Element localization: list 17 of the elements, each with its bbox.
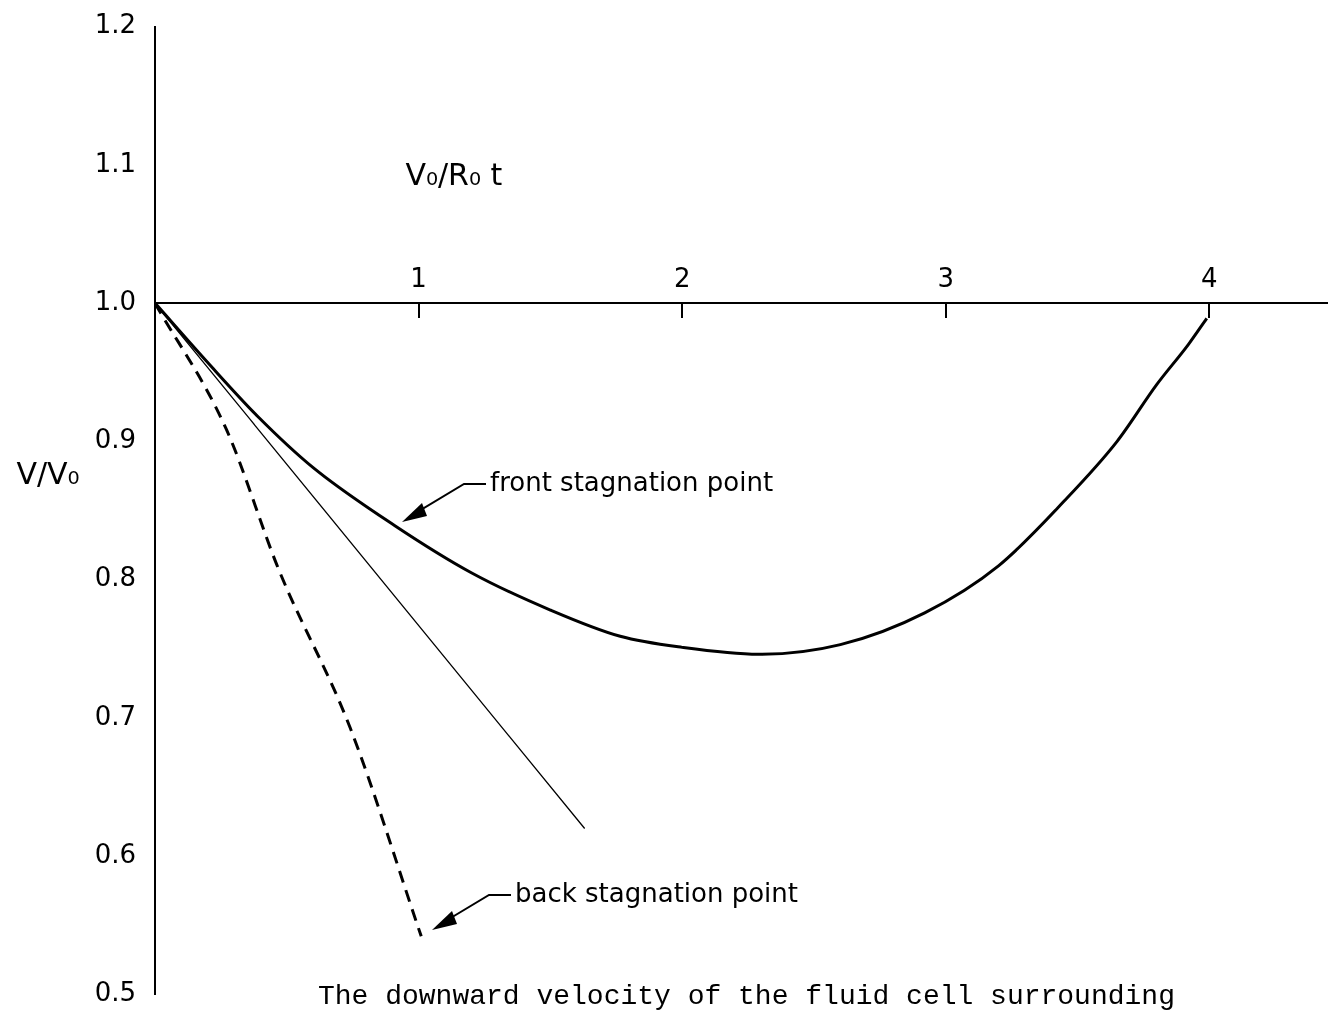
y-tick-label: 1.0 <box>94 285 136 316</box>
y-tick-label: 0.5 <box>94 977 136 1008</box>
y-tick-label: 0.9 <box>94 424 136 455</box>
y-tick-label: 0.8 <box>94 562 136 593</box>
x-axis-title: V₀/R₀ t <box>405 157 503 193</box>
y-tick-label: 0.6 <box>94 838 136 869</box>
y-tick-label: 1.1 <box>94 147 136 178</box>
x-tick-label: 3 <box>937 263 955 294</box>
annotation: The downward velocity of the fluid cell surrounding <box>318 981 1175 1013</box>
annotation: back stagnation point <box>515 877 799 908</box>
x-tick-label: 4 <box>1201 263 1218 294</box>
y-tick-label: 1.2 <box>94 9 136 40</box>
y-axis-title: V/V₀ <box>16 455 80 491</box>
x-tick-label: 1 <box>410 263 427 294</box>
annotation: front stagnation point <box>490 466 774 497</box>
y-tick-label: 0.7 <box>94 700 136 731</box>
x-tick-label: 2 <box>673 263 691 294</box>
